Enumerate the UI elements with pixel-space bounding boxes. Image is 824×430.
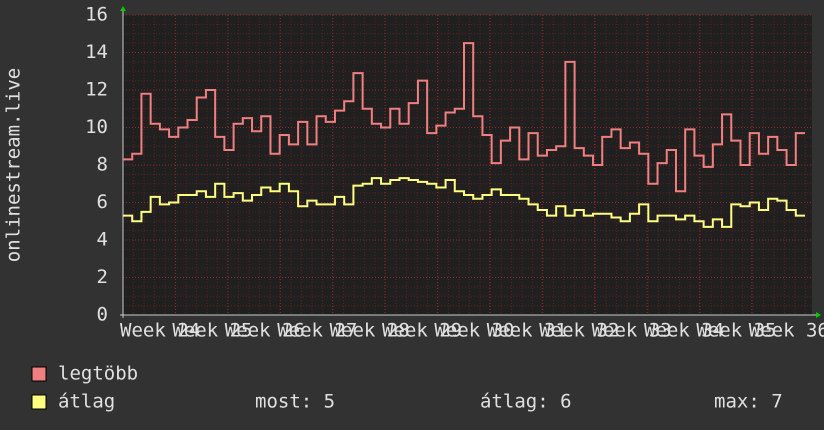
legend-swatch [31, 366, 47, 382]
x-tick-label: Week 31 [487, 320, 567, 342]
y-tick-label: 8 [97, 154, 108, 176]
y-tick-label: 6 [97, 191, 108, 213]
stat: átlag: 6 [480, 391, 572, 413]
y-tick-label: 4 [97, 229, 108, 251]
x-tick-label: Week 32 [539, 320, 619, 342]
x-tick-label: Week 36 [749, 320, 824, 342]
x-tick-label: Week 26 [225, 320, 305, 342]
series-line [123, 177, 805, 228]
x-tick-label: Week 25 [172, 320, 252, 342]
y-axis-label: onlinestream.live [3, 68, 25, 262]
axis-arrow [816, 312, 821, 318]
x-tick-label: Week 30 [434, 320, 514, 342]
x-tick-label: Week 28 [330, 320, 410, 342]
series-line [123, 42, 805, 193]
x-tick-label: Week 24 [120, 320, 200, 342]
stat: most: 5 [255, 391, 335, 413]
x-tick-label: Week 34 [644, 320, 724, 342]
stat: max: 7 [714, 391, 783, 413]
y-tick-label: 12 [85, 79, 108, 101]
legend-swatch [31, 394, 47, 410]
legend-label: átlag [58, 391, 115, 413]
x-tick-label: Week 33 [592, 320, 672, 342]
axis-arrow [120, 6, 126, 11]
y-tick-label: 16 [85, 4, 108, 26]
y-tick-label: 14 [85, 41, 108, 63]
y-tick-label: 2 [97, 266, 108, 288]
y-tick-label: 10 [85, 116, 108, 138]
legend-label: legtöbb [58, 363, 138, 385]
y-tick-label: 0 [97, 304, 108, 326]
x-tick-label: Week 35 [696, 320, 776, 342]
x-tick-label: Week 29 [382, 320, 462, 342]
x-tick-label: Week 27 [277, 320, 357, 342]
